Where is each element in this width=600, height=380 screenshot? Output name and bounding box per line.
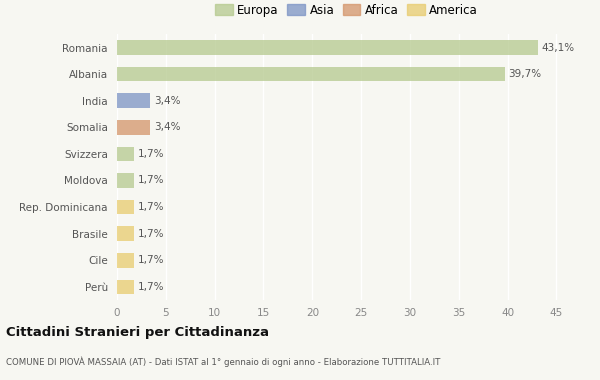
Text: 1,7%: 1,7% bbox=[137, 202, 164, 212]
Text: 1,7%: 1,7% bbox=[137, 255, 164, 265]
Text: COMUNE DI PIOVÀ MASSAIA (AT) - Dati ISTAT al 1° gennaio di ogni anno - Elaborazi: COMUNE DI PIOVÀ MASSAIA (AT) - Dati ISTA… bbox=[6, 356, 440, 367]
Bar bbox=[117, 200, 134, 214]
Text: 3,4%: 3,4% bbox=[154, 96, 181, 106]
Text: 1,7%: 1,7% bbox=[137, 149, 164, 159]
Text: 1,7%: 1,7% bbox=[137, 229, 164, 239]
Bar bbox=[117, 40, 538, 55]
Text: 3,4%: 3,4% bbox=[154, 122, 181, 132]
Text: 1,7%: 1,7% bbox=[137, 176, 164, 185]
Text: 43,1%: 43,1% bbox=[542, 43, 575, 52]
Bar bbox=[117, 280, 134, 294]
Bar bbox=[117, 93, 150, 108]
Bar bbox=[117, 173, 134, 188]
Text: Cittadini Stranieri per Cittadinanza: Cittadini Stranieri per Cittadinanza bbox=[6, 326, 269, 339]
Bar bbox=[117, 253, 134, 268]
Bar bbox=[117, 147, 134, 161]
Legend: Europa, Asia, Africa, America: Europa, Asia, Africa, America bbox=[211, 0, 482, 20]
Bar bbox=[117, 67, 505, 81]
Text: 1,7%: 1,7% bbox=[137, 282, 164, 292]
Bar bbox=[117, 120, 150, 135]
Bar bbox=[117, 226, 134, 241]
Text: 39,7%: 39,7% bbox=[509, 69, 542, 79]
